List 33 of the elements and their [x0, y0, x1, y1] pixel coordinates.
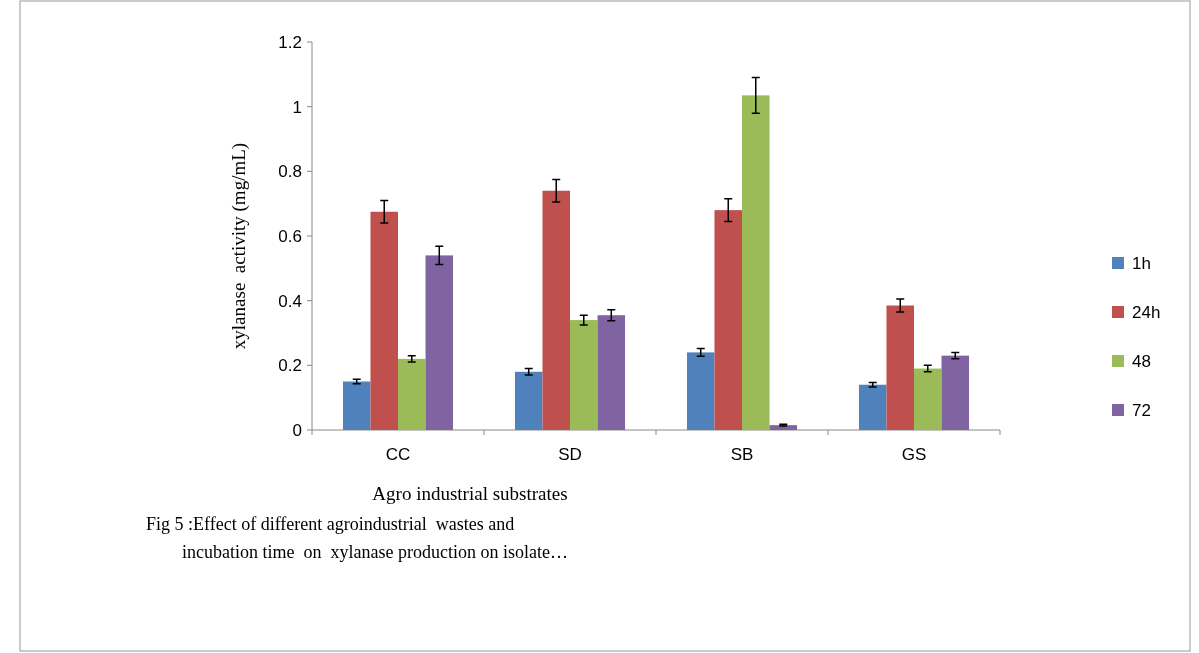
y-tick-label: 1.2	[278, 32, 302, 52]
bar	[941, 355, 970, 430]
y-tick-label: 1	[292, 97, 302, 117]
y-tick-label: 0	[292, 420, 302, 440]
y-tick-label: 0.4	[278, 291, 302, 311]
y-tick-label: 0.2	[278, 356, 302, 376]
bar	[425, 255, 454, 430]
bar	[914, 368, 942, 430]
bar	[542, 190, 570, 430]
legend-label: 72	[1132, 400, 1151, 420]
x-tick-label: CC	[385, 445, 411, 464]
legend-label: 24h	[1132, 302, 1161, 322]
bar	[858, 384, 887, 430]
caption: Fig 5 :Effect of different agroindustrial wastes and incubation time on xylanase production on isolate…	[146, 514, 568, 562]
bar	[570, 320, 598, 430]
x-tick-label: GS	[901, 445, 927, 464]
y-tick-label: 0.8	[278, 162, 302, 182]
bar	[742, 95, 770, 430]
bar	[714, 210, 742, 430]
x-axis-title: Agro industrial substrates	[372, 483, 568, 504]
bar	[686, 352, 715, 430]
bar	[886, 305, 914, 430]
x-tick-label: SD	[558, 445, 582, 464]
bar	[370, 211, 398, 430]
legend-label: 48	[1132, 351, 1151, 371]
legend-label: 1h	[1132, 253, 1151, 273]
y-tick-label: 0.6	[278, 226, 302, 246]
bar	[398, 358, 426, 430]
bar	[342, 381, 371, 430]
x-tick-label: SB	[730, 445, 754, 464]
y-axis-title: xylanase activity (mg/mL)	[228, 142, 250, 350]
bar	[597, 315, 626, 430]
bar	[514, 371, 543, 430]
